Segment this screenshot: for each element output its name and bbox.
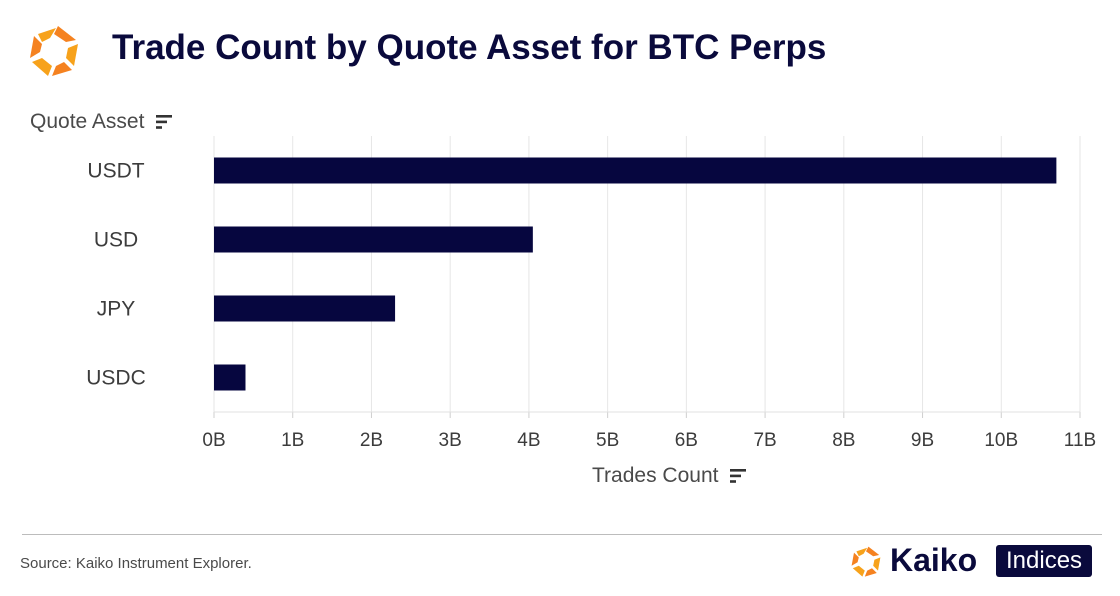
brand-badge: Indices — [996, 545, 1093, 577]
sort-icon[interactable] — [156, 114, 174, 130]
x-tick-label: 0B — [202, 430, 225, 451]
x-tick-label: 10B — [984, 430, 1018, 451]
sort-icon[interactable] — [730, 468, 748, 484]
bar-usdt — [214, 157, 1057, 184]
x-axis-title: Trades Count — [592, 464, 748, 488]
bar-chart: 0B 1B 2B 3B 4B 5B 6B 7B 8B 9B 10B 11B USDT USD JPY USDC — [86, 136, 1096, 451]
kaiko-logo-icon — [851, 546, 881, 577]
y-axis-title-text: Quote Asset — [30, 110, 145, 133]
y-tick-label: USD — [94, 229, 138, 252]
y-axis-title: Quote Asset — [30, 110, 174, 134]
kaiko-logo-icon — [30, 26, 78, 76]
chart-title: Trade Count by Quote Asset for BTC Perps — [112, 28, 827, 67]
x-tick-label: 9B — [911, 430, 934, 451]
x-tick-label: 11B — [1064, 430, 1096, 451]
x-tick-label: 5B — [596, 430, 619, 451]
x-axis-title-text: Trades Count — [592, 464, 719, 487]
x-tick-label: 4B — [517, 430, 540, 451]
footer-divider — [22, 534, 1102, 535]
brand-footer: Kaiko Indices — [846, 540, 1106, 580]
source-note: Source: Kaiko Instrument Explorer. — [20, 555, 252, 572]
x-tick-label: 1B — [281, 430, 304, 451]
y-tick-label: JPY — [97, 298, 136, 321]
x-tick-label: 6B — [675, 430, 698, 451]
brand-name: Kaiko — [890, 542, 978, 578]
x-tick-label: 8B — [832, 430, 855, 451]
x-tick-label: 7B — [753, 430, 776, 451]
bar-jpy — [214, 295, 396, 322]
y-tick-label: USDT — [87, 160, 144, 183]
x-tick-label: 2B — [360, 430, 383, 451]
bar-usd — [214, 226, 533, 253]
y-tick-label: USDC — [86, 367, 146, 390]
bar-usdc — [214, 364, 246, 391]
x-tick-label: 3B — [439, 430, 462, 451]
